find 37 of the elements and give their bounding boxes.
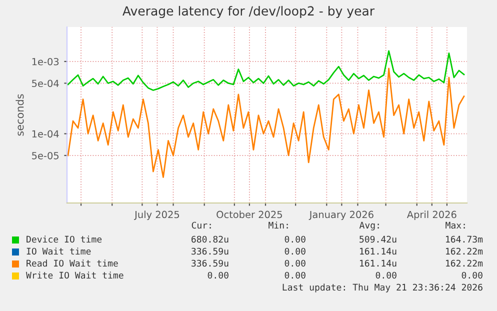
y-tick-label: 5e-05 (32, 152, 59, 160)
text: 0.00 (462, 272, 482, 279)
x-tick-label: October 2025 (216, 210, 282, 218)
text: 0.00 (284, 236, 306, 243)
text: 336.59u (192, 260, 228, 267)
chart-title: Average latency for /dev/loop2 - by year (122, 6, 375, 18)
legend-label: Read IO Wait time (26, 260, 118, 267)
y-tick-label: 5e-04 (32, 80, 59, 88)
line-series (67, 68, 465, 178)
text: 509.42u (360, 236, 396, 243)
legend-label: Device IO time (26, 236, 102, 243)
text: Min: (268, 222, 288, 229)
legend-label: IO Wait time (26, 248, 91, 255)
text: 0.00 (284, 260, 306, 267)
legend-label: Write IO Wait time (26, 272, 124, 279)
text: 336.59u (192, 248, 228, 255)
text: 162.22m (446, 248, 483, 255)
y-tick-label: 1e-03 (32, 58, 59, 66)
x-tick-label: January 2026 (308, 210, 374, 220)
text: 161.14u (360, 248, 396, 255)
y-tick-label: 1e-04 (32, 130, 59, 138)
text: 162.22m (446, 260, 483, 267)
text: 0.00 (284, 272, 306, 279)
text: Avg: (359, 222, 379, 230)
text: 0.00 (208, 272, 228, 279)
line-series (67, 50, 465, 91)
text: 161.14u (360, 260, 396, 267)
text: 0.00 (376, 272, 396, 279)
text: 164.73m (446, 236, 483, 243)
text: 680.82u (192, 236, 228, 243)
text: 0.00 (284, 248, 306, 255)
text: Cur: (192, 222, 211, 229)
x-tick-label: April 2026 (406, 210, 456, 220)
x-tick-label: July 2025 (134, 210, 180, 220)
text: Last update: Thu May 21 23:36:24 2026 (282, 284, 482, 292)
y-axis-title: seconds (16, 94, 24, 136)
text: Max: (446, 222, 465, 229)
